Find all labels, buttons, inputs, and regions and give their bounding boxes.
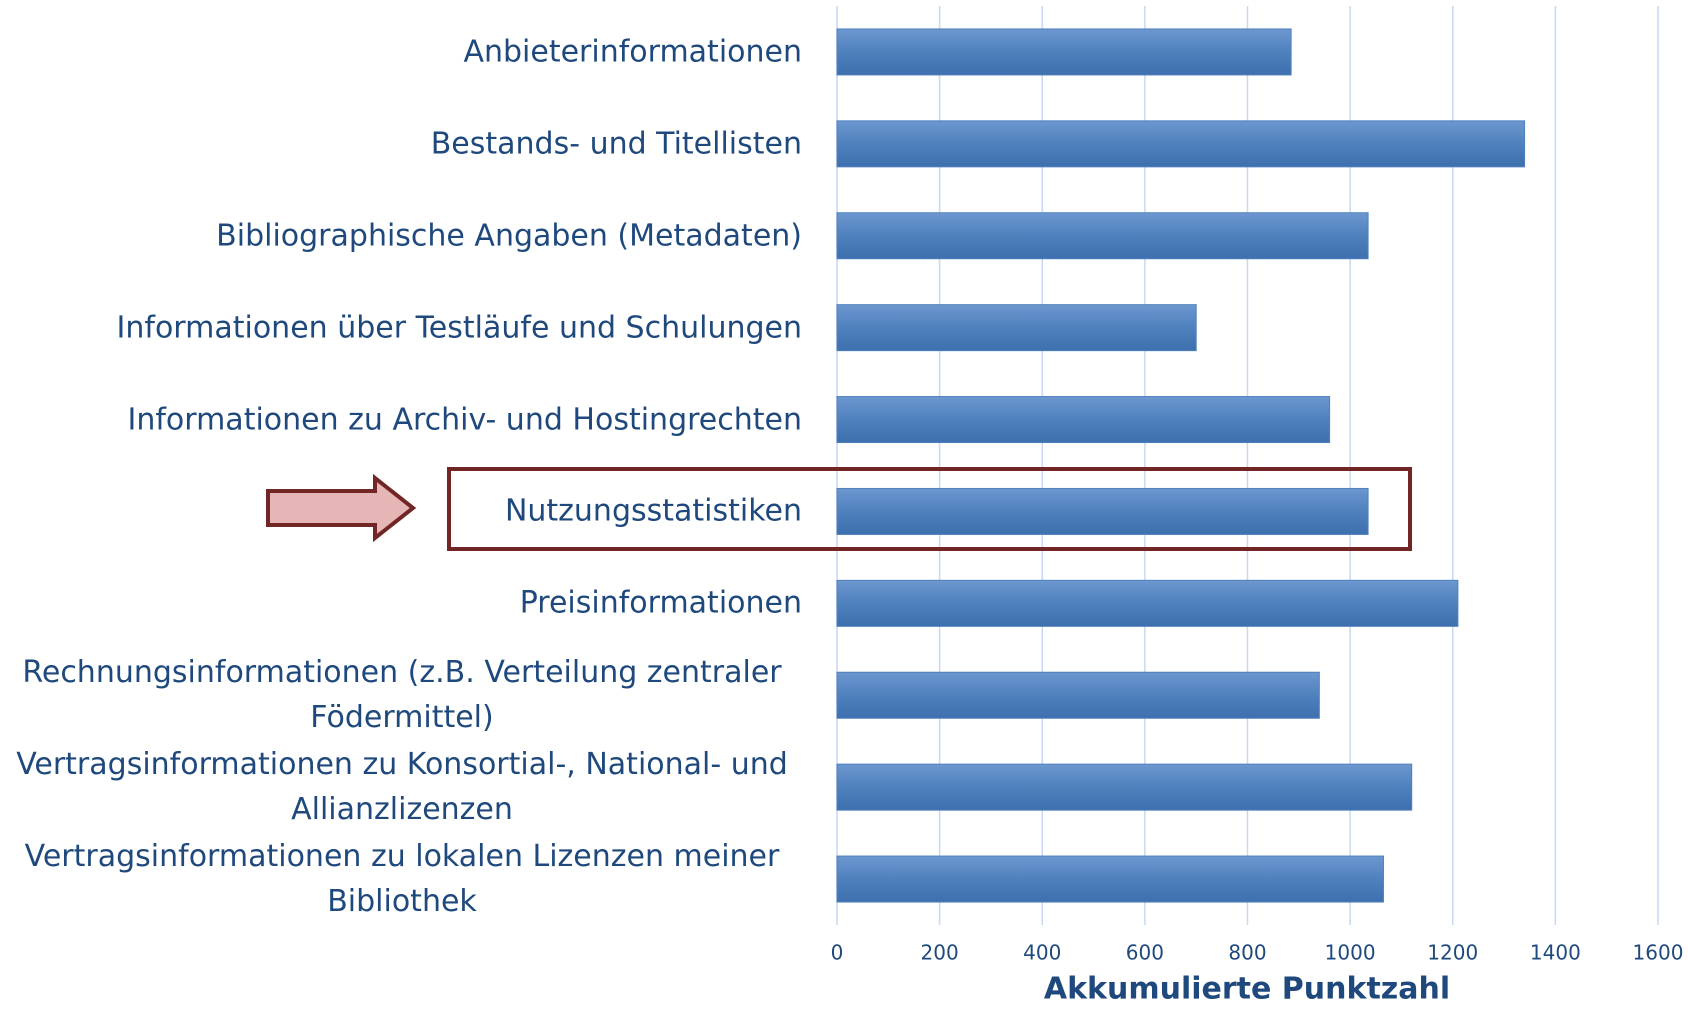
x-tick-label: 400 xyxy=(1023,941,1061,965)
highlight-box xyxy=(447,467,1412,551)
y-tick-label: Informationen zu Archiv- und Hostingrech… xyxy=(127,402,803,438)
category-label-box: Bibliographische Angaben (Metadaten) xyxy=(2,213,802,258)
x-tick-label: 200 xyxy=(921,941,959,965)
bar xyxy=(836,120,1526,168)
highlight-arrow xyxy=(266,473,417,543)
y-tick-label: Vertragsinformationen zu lokalen Lizenze… xyxy=(24,839,780,920)
x-tick-label: 1000 xyxy=(1325,941,1376,965)
category-label-box: Rechnungsinformationen (z.B. Verteilung … xyxy=(2,650,802,740)
category-label-box: Nutzungsstatistiken xyxy=(2,489,802,534)
bar xyxy=(836,855,1384,903)
x-tick-label: 0 xyxy=(831,941,844,965)
x-axis-title: Akkumulierte Punktzahl xyxy=(1044,972,1450,1007)
bar xyxy=(836,579,1459,627)
y-tick-label: Anbieterinformationen xyxy=(463,34,802,70)
y-tick-label: Nutzungsstatistiken xyxy=(504,493,802,529)
category-label-box: Bestands- und Titellisten xyxy=(2,121,802,166)
y-tick-label: Vertragsinformationen zu Konsortial-, Na… xyxy=(16,747,788,828)
bar xyxy=(836,396,1331,444)
category-label-box: Anbieterinformationen xyxy=(2,29,802,74)
y-tick-label: Bestands- und Titellisten xyxy=(430,126,802,162)
y-tick-label: Rechnungsinformationen (z.B. Verteilung … xyxy=(22,655,782,736)
y-tick-label: Bibliographische Angaben (Metadaten) xyxy=(216,218,802,254)
y-tick-label: Informationen über Testläufe und Schulun… xyxy=(116,310,802,346)
x-tick-label: 600 xyxy=(1126,941,1164,965)
x-tick-label: 1600 xyxy=(1633,941,1684,965)
bar xyxy=(836,671,1320,719)
category-label-box: Vertragsinformationen zu Konsortial-, Na… xyxy=(2,742,802,832)
category-label-box: Vertragsinformationen zu lokalen Lizenze… xyxy=(2,834,802,924)
category-label-box: Informationen über Testläufe und Schulun… xyxy=(2,305,802,350)
bar xyxy=(836,304,1197,352)
bar xyxy=(836,487,1369,535)
category-label-box: Preisinformationen xyxy=(2,581,802,626)
x-tick-label: 1400 xyxy=(1530,941,1581,965)
bar xyxy=(836,212,1369,260)
x-tick-label: 800 xyxy=(1228,941,1266,965)
bar xyxy=(836,28,1292,76)
x-tick-label: 1200 xyxy=(1427,941,1478,965)
y-tick-label: Preisinformationen xyxy=(519,585,802,621)
category-label-box: Informationen zu Archiv- und Hostingrech… xyxy=(2,397,803,442)
bar xyxy=(836,763,1413,811)
